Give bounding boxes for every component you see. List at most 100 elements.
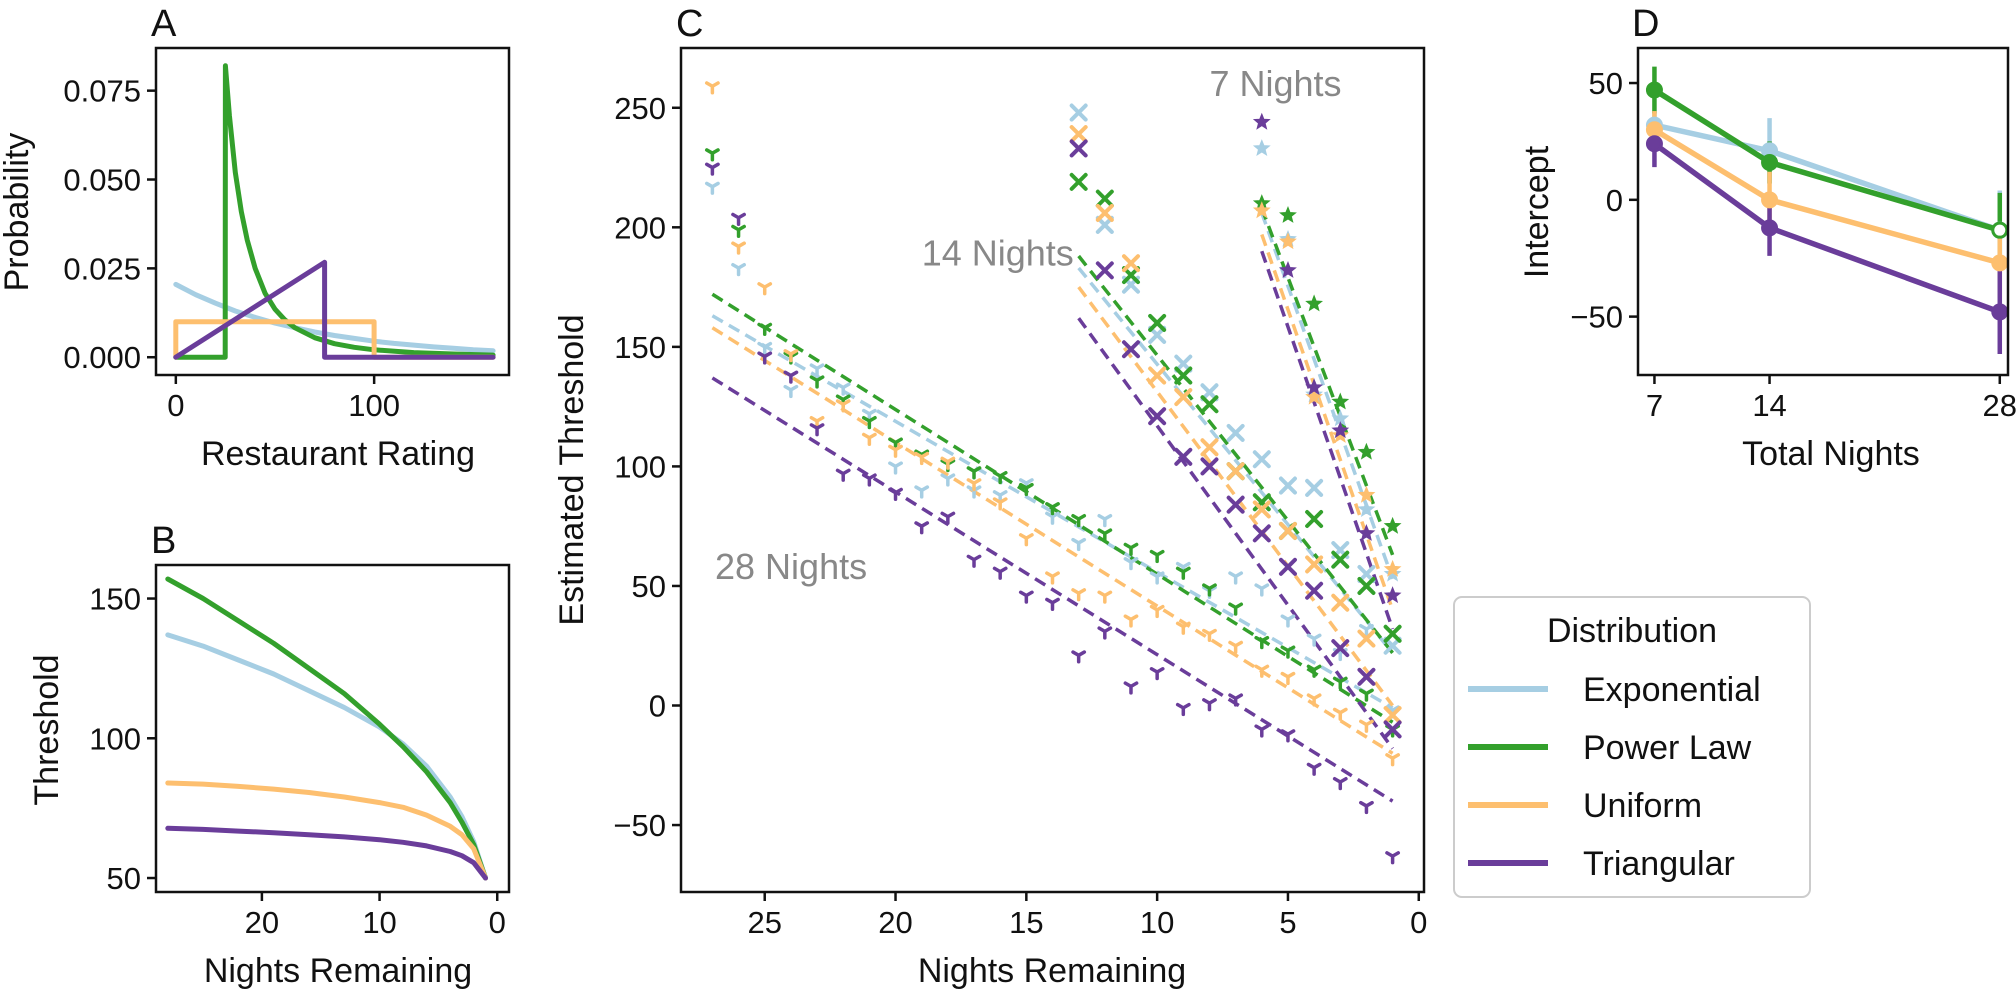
y-tick-label: 0.075 [63,74,141,109]
legend-label-uniform: Uniform [1583,787,1702,825]
data-point-tri [1359,688,1374,702]
data-point-tri [1071,650,1087,664]
data-point-x [1305,510,1324,529]
data-point-tri [1149,571,1165,585]
data-point-tri [835,382,851,396]
y-tick-label: −50 [1570,300,1623,335]
x-tick-label: 10 [362,905,396,940]
data-point-x [1278,521,1297,540]
data-point-x [1357,629,1376,648]
data-point-tri [1254,583,1270,597]
series-uniform [165,780,488,881]
x-tick-label: 15 [1009,905,1043,940]
panel-b-ylabel: Threshold [28,654,66,805]
data-point-tri [1332,777,1348,791]
series-power-law [165,576,488,881]
data-point-x [1331,639,1350,658]
data-point-x [1278,476,1297,495]
panel-c-letter: C [676,3,703,45]
data-point-tri [1071,588,1087,602]
data-point-tri [966,554,982,568]
legend: Distribution Exponential Power Law Uniform… [1453,596,1811,898]
data-point-tri [1202,583,1217,597]
data-point-x [1331,550,1350,569]
data-point-star [1279,206,1297,223]
data-point-tri [809,423,825,437]
data-point-tri [1175,621,1191,635]
y-tick-label: 0 [649,689,666,724]
data-point-tri [704,181,720,195]
data-point-x [1200,457,1219,476]
panel-b-letter: B [151,520,176,562]
x-tick-label: 100 [348,388,400,423]
data-point-tri [704,162,720,176]
data-point-x [1121,340,1140,359]
panel-c-annotations: 7 Nights 14 Nights 28 Nights [715,63,1342,587]
data-point-tri [1175,566,1191,580]
data-point-tri [1280,645,1296,659]
data-point-tri [1149,667,1165,681]
data-point-star [1357,485,1376,503]
data-point-tri [783,370,799,384]
data-point-tri [757,322,773,336]
data-point-tri [704,148,720,162]
data-point-tri [1045,511,1060,525]
data-point-x [1252,450,1271,469]
panel-b-plot [165,576,488,881]
y-tick-label: 200 [614,210,666,245]
data-point-tri [1228,571,1244,585]
data-point-tri [1359,800,1374,815]
data-point-x [1383,624,1402,643]
data-point-tri [1097,626,1113,640]
series-uniform [1651,127,2003,266]
series-power-law [173,63,496,360]
data-point-x [1174,447,1193,466]
data-point-x [1174,388,1193,407]
data-point-tri [1332,676,1348,690]
data-point-x [1226,423,1245,442]
y-tick-label: −50 [613,808,666,843]
data-point-tri [992,470,1008,485]
data-point-tri [888,487,903,501]
data-point-tri [1280,614,1296,628]
legend-items: Exponential Power Law Uniform Triangular [1468,671,1761,883]
data-point-tri [1254,635,1270,650]
x-tick-label: 25 [747,905,781,940]
legend-box [1453,596,1811,898]
data-point-tri [1018,533,1034,547]
panel-d-ylabel: Intercept [1518,145,1556,278]
data-point-x [1226,495,1245,514]
data-point-tri [1045,502,1060,516]
data-point-tri [1306,693,1322,707]
data-point-tri [861,473,877,487]
y-tick-label: 50 [1589,66,1623,101]
data-point-x [1069,103,1088,122]
fit-line-triangular [1077,317,1395,750]
point-triangular [1991,303,2009,321]
legend-title: Distribution [1547,612,1717,650]
data-point-x [1331,593,1350,612]
point-triangular [1645,135,1663,153]
data-point-tri [731,212,746,227]
data-point-tri [888,461,903,475]
data-point-star [1383,516,1402,534]
panel-a-ylabel: Probability [0,133,36,292]
data-point-tri [1280,729,1296,743]
y-tick-label: 150 [89,582,141,617]
data-point-x [1252,524,1271,543]
panel-c-ylabel: Estimated Threshold [553,314,591,625]
data-point-tri [731,241,746,255]
data-point-star [1331,421,1350,439]
panel-a-axes: 0 100 0.000 0.025 0.050 0.075 [63,74,400,423]
point-power-law [1645,81,1663,99]
fit-line-triangular [1260,250,1395,630]
panel-d-plot [1645,66,2009,354]
panel-a-frame [154,46,511,377]
data-point-tri [966,466,982,480]
data-point-x [1148,313,1167,332]
series-exponential [173,281,496,354]
data-point-tri [783,384,799,399]
